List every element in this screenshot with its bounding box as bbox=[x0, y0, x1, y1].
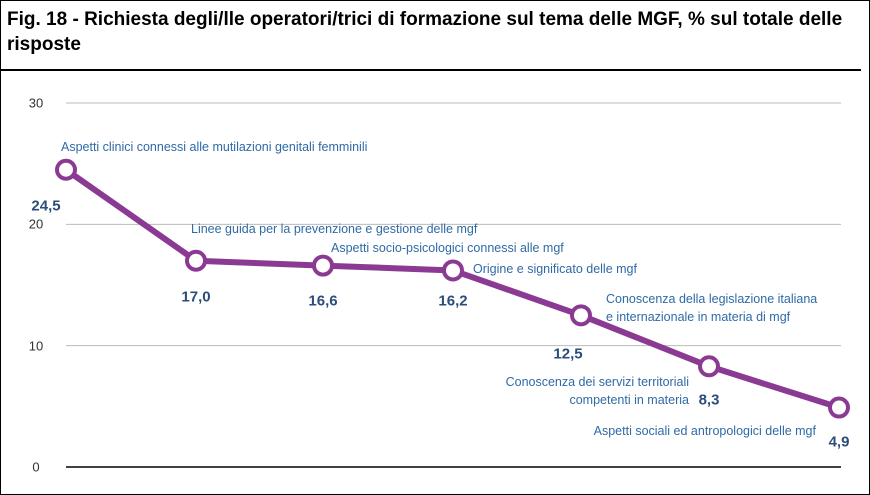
value-label: 16,2 bbox=[438, 292, 468, 310]
category-label: Linee guida per la prevenzione e gestion… bbox=[191, 222, 478, 236]
data-point bbox=[312, 254, 334, 277]
y-tick-label: 10 bbox=[28, 338, 44, 354]
data-point bbox=[442, 259, 464, 282]
category-label: Origine e significato delle mgf bbox=[473, 262, 637, 276]
data-point bbox=[570, 304, 592, 327]
category-label: Conoscenza della legislazione italiana e… bbox=[606, 292, 818, 324]
category-label: Aspetti socio-psicologici connessi alle … bbox=[331, 241, 564, 255]
data-point bbox=[828, 396, 850, 419]
value-label: 24,5 bbox=[31, 197, 61, 215]
y-tick-label: 30 bbox=[28, 95, 44, 111]
value-label: 4,9 bbox=[828, 433, 850, 451]
value-label: 8,3 bbox=[698, 391, 720, 409]
data-point bbox=[185, 249, 207, 272]
y-tick-label: 0 bbox=[32, 459, 40, 475]
y-tick-label: 20 bbox=[28, 216, 44, 232]
category-label: Aspetti sociali ed antropologici delle m… bbox=[593, 424, 816, 438]
data-point bbox=[55, 158, 77, 181]
value-label: 12,5 bbox=[553, 345, 583, 363]
category-label: Conoscenza dei servizi territoriali comp… bbox=[505, 375, 689, 407]
chart-title: Fig. 18 - Richiesta degli/lle operatori/… bbox=[1, 1, 861, 71]
value-label: 17,0 bbox=[181, 288, 211, 306]
data-point bbox=[698, 355, 720, 378]
value-label: 16,6 bbox=[308, 292, 338, 310]
category-label: Aspetti clinici connessi alle mutilazion… bbox=[61, 140, 368, 154]
